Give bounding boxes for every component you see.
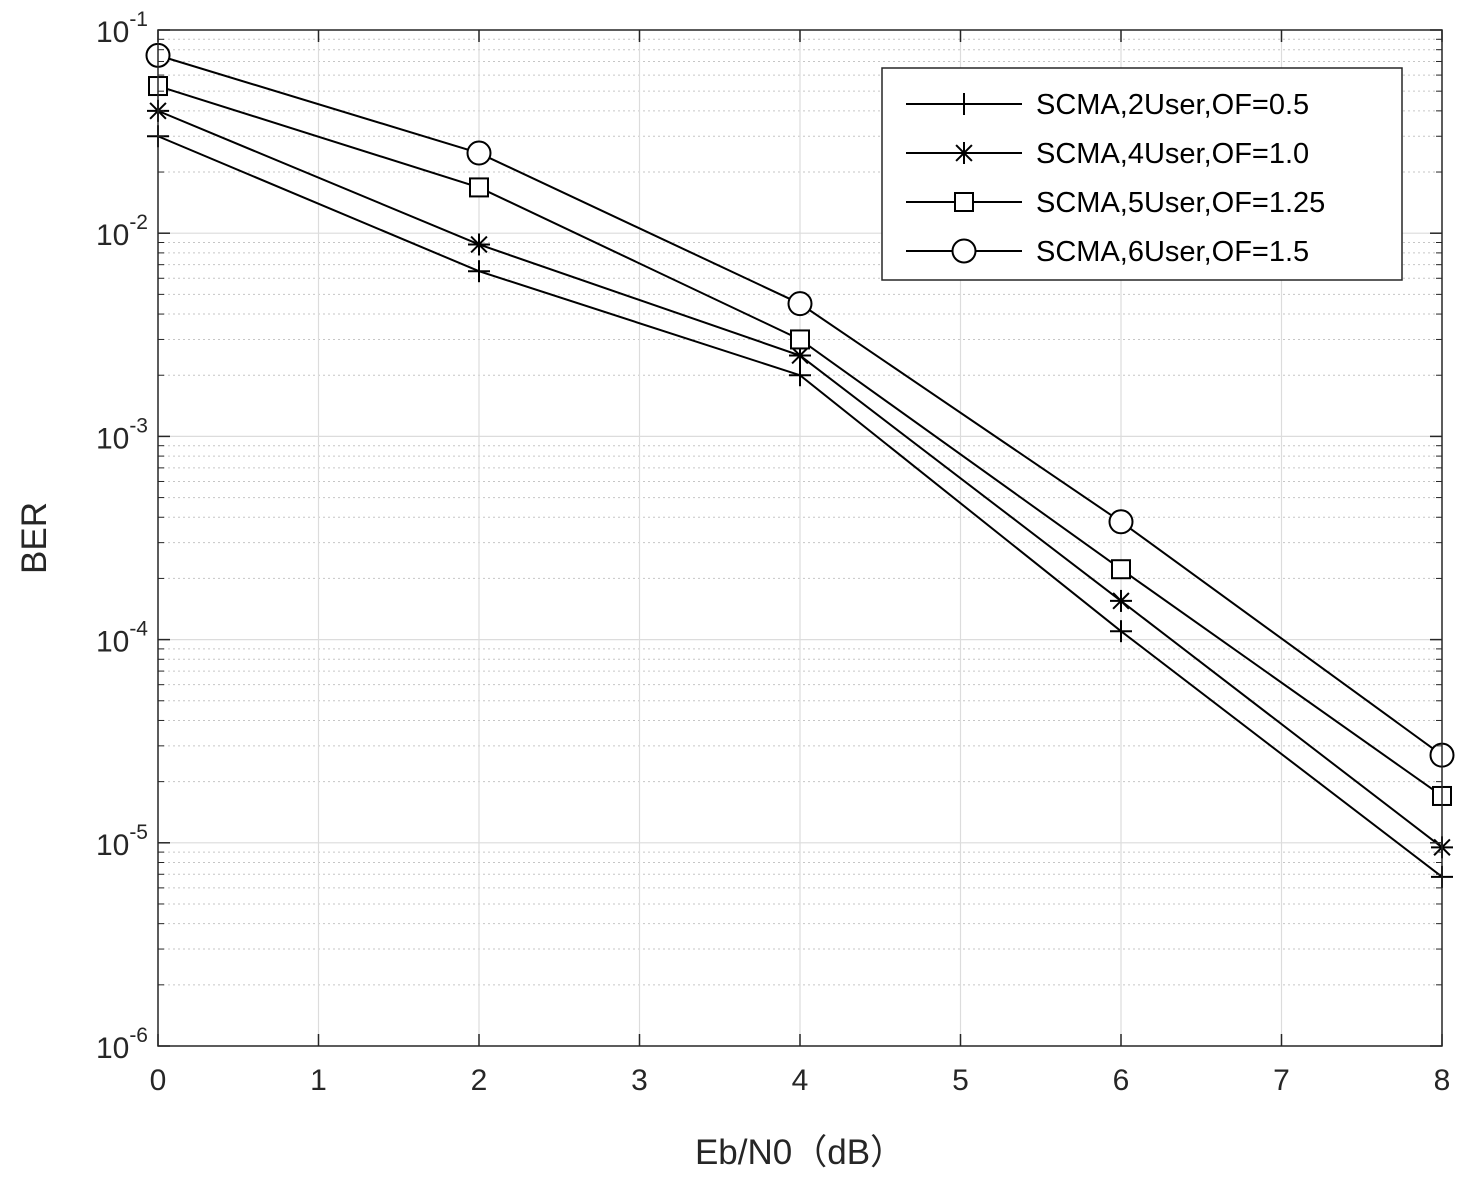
x-tick-label: 8	[1434, 1064, 1451, 1097]
y-tick-label: 10-2	[96, 211, 148, 252]
marker-square	[469, 177, 489, 198]
marker-square	[954, 192, 974, 212]
marker-plus	[953, 93, 975, 115]
legend-entry: SCMA,6User,OF=1.5	[906, 236, 1309, 268]
major-grid	[158, 30, 1442, 1046]
marker-circle	[1108, 509, 1134, 535]
x-tick-label: 7	[1273, 1064, 1290, 1097]
marker-asterisk	[953, 142, 975, 164]
y-tick-label: 10-5	[96, 821, 148, 862]
legend-label: SCMA,2User,OF=0.5	[1036, 89, 1309, 121]
x-tick-label: 3	[631, 1064, 648, 1097]
x-tick-label: 4	[792, 1064, 809, 1097]
marker-plus	[468, 260, 490, 283]
legend-entry: SCMA,2User,OF=0.5	[906, 89, 1309, 121]
legend-entry: SCMA,4User,OF=1.0	[906, 138, 1309, 170]
x-tick-label: 1	[310, 1064, 327, 1097]
y-tick-label: 10-6	[96, 1024, 148, 1065]
series-markers	[145, 42, 1455, 888]
y-tick-labels: 10-6 10-5 10-4 10-3 10-2 10-1	[96, 8, 148, 1065]
legend-label: SCMA,4User,OF=1.0	[1036, 138, 1309, 170]
axis-ticks	[157, 29, 1443, 1047]
marker-plus	[789, 364, 811, 387]
x-tick-label: 0	[150, 1064, 167, 1097]
x-axis-title: Eb/N0（dB）	[695, 1133, 905, 1172]
marker-square	[1111, 559, 1131, 580]
y-tick-label: 10-1	[96, 8, 148, 49]
marker-circle	[466, 140, 492, 166]
marker-plus	[1110, 620, 1132, 643]
legend: SCMA,2User,OF=0.5 SCMA,4User,OF=1.0 SCMA,5…	[881, 67, 1403, 281]
y-axis-title: BER	[15, 502, 54, 574]
x-tick-label: 5	[952, 1064, 969, 1097]
legend-label: SCMA,5User,OF=1.25	[1036, 187, 1325, 219]
y-tick-label: 10-4	[96, 618, 148, 659]
y-tick-label: 10-3	[96, 414, 148, 455]
legend-entry: SCMA,5User,OF=1.25	[906, 187, 1325, 219]
marker-circle	[951, 238, 977, 264]
marker-square	[790, 329, 810, 350]
x-tick-label: 6	[1113, 1064, 1130, 1097]
x-tick-labels: 0 1 2 3 4 5 6 7 8	[150, 1064, 1451, 1097]
x-tick-label: 2	[471, 1064, 488, 1097]
legend-label: SCMA,6User,OF=1.5	[1036, 236, 1309, 268]
marker-circle	[787, 291, 813, 317]
marker-asterisk	[468, 233, 490, 256]
marker-asterisk	[1110, 589, 1132, 612]
